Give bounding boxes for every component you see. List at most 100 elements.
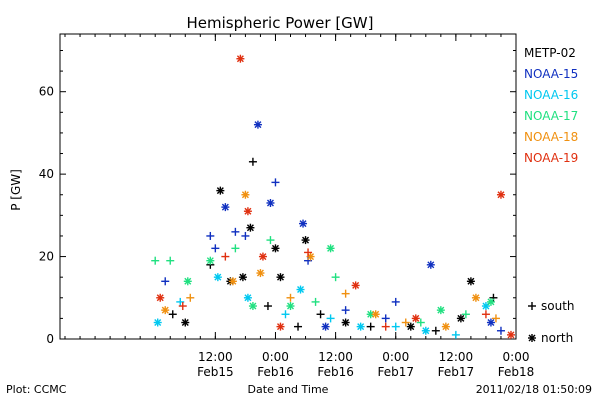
north-marker <box>256 269 265 278</box>
x-tick-date-label: Feb18 <box>498 365 535 379</box>
north-marker <box>426 260 435 269</box>
north-marker <box>161 306 170 315</box>
plot-credit: Plot: CCMC <box>6 383 67 396</box>
north-marker <box>241 190 250 199</box>
south-marker <box>401 318 410 327</box>
south-marker <box>304 256 313 265</box>
north-marker <box>286 302 295 311</box>
y-axis-label: P [GW] <box>9 169 23 211</box>
north-marker <box>156 293 165 302</box>
south-marker <box>178 302 187 311</box>
north-marker <box>253 120 262 129</box>
south-marker <box>489 293 498 302</box>
south-marker <box>206 231 215 240</box>
south-marker <box>431 326 440 335</box>
north-marker <box>258 252 267 261</box>
y-ticks: 0 20 40 60 <box>39 49 516 346</box>
series-noaa-19 <box>156 54 515 339</box>
south-marker <box>176 297 185 306</box>
north-marker <box>296 285 305 294</box>
south-marker <box>461 310 470 319</box>
south-marker <box>341 306 350 315</box>
north-marker <box>456 314 465 323</box>
series-noaa-18 <box>161 190 500 331</box>
south-marker <box>316 310 325 319</box>
y-tick-label: 20 <box>39 250 54 264</box>
north-marker <box>271 244 280 253</box>
south-marker <box>241 231 250 240</box>
north-marker <box>471 293 480 302</box>
south-marker <box>161 277 170 286</box>
north-marker <box>366 310 375 319</box>
south-marker <box>281 310 290 319</box>
north-marker <box>406 322 415 331</box>
south-marker <box>481 310 490 319</box>
series-noaa-16 <box>153 273 490 339</box>
north-marker <box>206 256 215 265</box>
x-tick-time-label: 0:00 <box>503 350 530 364</box>
south-marker <box>166 256 175 265</box>
north-marker <box>181 318 190 327</box>
legend-entry: METP-02 <box>524 46 576 60</box>
x-tick-date-label: Feb17 <box>438 365 475 379</box>
data-points <box>151 54 515 339</box>
x-axis-title: Date and Time <box>248 383 329 396</box>
north-marker <box>341 318 350 327</box>
north-marker <box>326 244 335 253</box>
x-tick-time-label: 0:00 <box>262 350 289 364</box>
south-marker <box>248 157 257 166</box>
south-marker <box>416 318 425 327</box>
north-marker <box>276 273 285 282</box>
x-tick-date-label: Feb17 <box>377 365 414 379</box>
north-marker <box>486 318 495 327</box>
north-marker <box>371 310 380 319</box>
south-marker <box>326 314 335 323</box>
north-marker <box>411 314 420 323</box>
plot-frame <box>59 33 517 340</box>
south-marker <box>341 289 350 298</box>
north-marker <box>421 326 430 335</box>
south-marker <box>266 236 275 245</box>
south-marker <box>528 302 536 310</box>
legend-entry: NOAA-15 <box>524 67 578 81</box>
north-marker <box>248 302 257 311</box>
south-marker <box>263 302 272 311</box>
north-marker <box>153 318 162 327</box>
south-marker <box>286 293 295 302</box>
x-tick-time-label: 12:00 <box>198 350 233 364</box>
north-marker <box>528 334 536 342</box>
south-marker <box>231 244 240 253</box>
north-marker <box>356 322 365 331</box>
north-marker <box>236 54 245 63</box>
y-axis-title: P [GW] <box>9 169 23 211</box>
x-tick-date-label: Feb16 <box>257 365 294 379</box>
series-noaa-15 <box>161 120 505 335</box>
north-marker <box>321 322 330 331</box>
north-marker <box>466 277 475 286</box>
y-tick-label: 40 <box>39 167 54 181</box>
legend-south-label: south <box>541 299 575 313</box>
legend-entry: NOAA-16 <box>524 88 578 102</box>
south-marker <box>381 322 390 331</box>
south-marker <box>168 310 177 319</box>
north-marker <box>228 277 237 286</box>
legend-entry: NOAA-19 <box>524 151 578 165</box>
south-marker <box>221 252 230 261</box>
series-noaa-17 <box>151 236 495 327</box>
north-marker <box>301 236 310 245</box>
north-marker <box>243 293 252 302</box>
south-marker <box>271 178 280 187</box>
south-marker <box>294 322 303 331</box>
plot-timestamp: 2011/02/18 01:50:09 <box>476 383 592 396</box>
north-marker <box>441 322 450 331</box>
legend-entry: NOAA-18 <box>524 130 578 144</box>
north-marker <box>216 186 225 195</box>
north-marker <box>246 223 255 232</box>
north-marker <box>496 190 505 199</box>
south-marker <box>231 227 240 236</box>
south-marker <box>366 322 375 331</box>
y-tick-label: 0 <box>46 332 54 346</box>
chart-title: Hemispheric Power [GW] <box>187 14 374 32</box>
south-marker <box>211 244 220 253</box>
x-tick-date-label: Feb16 <box>317 365 354 379</box>
